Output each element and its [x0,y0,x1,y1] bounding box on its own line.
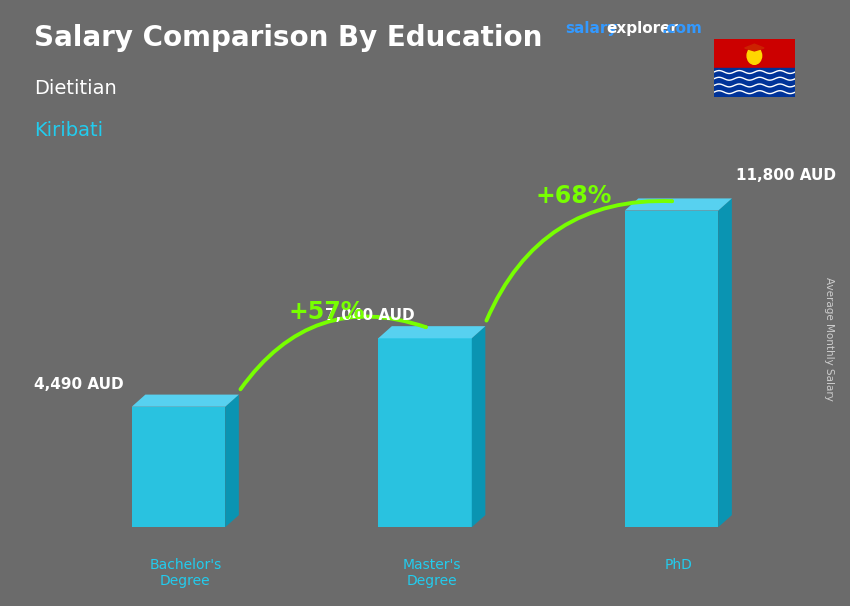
Text: .com: .com [661,21,702,36]
Text: PhD: PhD [665,558,692,571]
Text: Dietitian: Dietitian [34,79,116,98]
Bar [714,39,795,68]
Text: Master's
Degree: Master's Degree [403,558,461,588]
Text: 7,040 AUD: 7,040 AUD [325,308,415,323]
Text: 4,490 AUD: 4,490 AUD [34,376,123,391]
Text: Salary Comparison By Education: Salary Comparison By Education [34,24,542,52]
Text: Kiribati: Kiribati [34,121,103,140]
Bar [714,68,795,97]
Circle shape [747,47,762,64]
Text: explorer: explorer [606,21,678,36]
Polygon shape [745,44,764,51]
Text: Bachelor's
Degree: Bachelor's Degree [150,558,221,588]
Text: Average Monthly Salary: Average Monthly Salary [824,278,834,401]
Text: +57%: +57% [289,300,365,324]
Text: 11,800 AUD: 11,800 AUD [736,168,836,183]
Text: +68%: +68% [536,184,611,208]
Text: salary: salary [565,21,618,36]
